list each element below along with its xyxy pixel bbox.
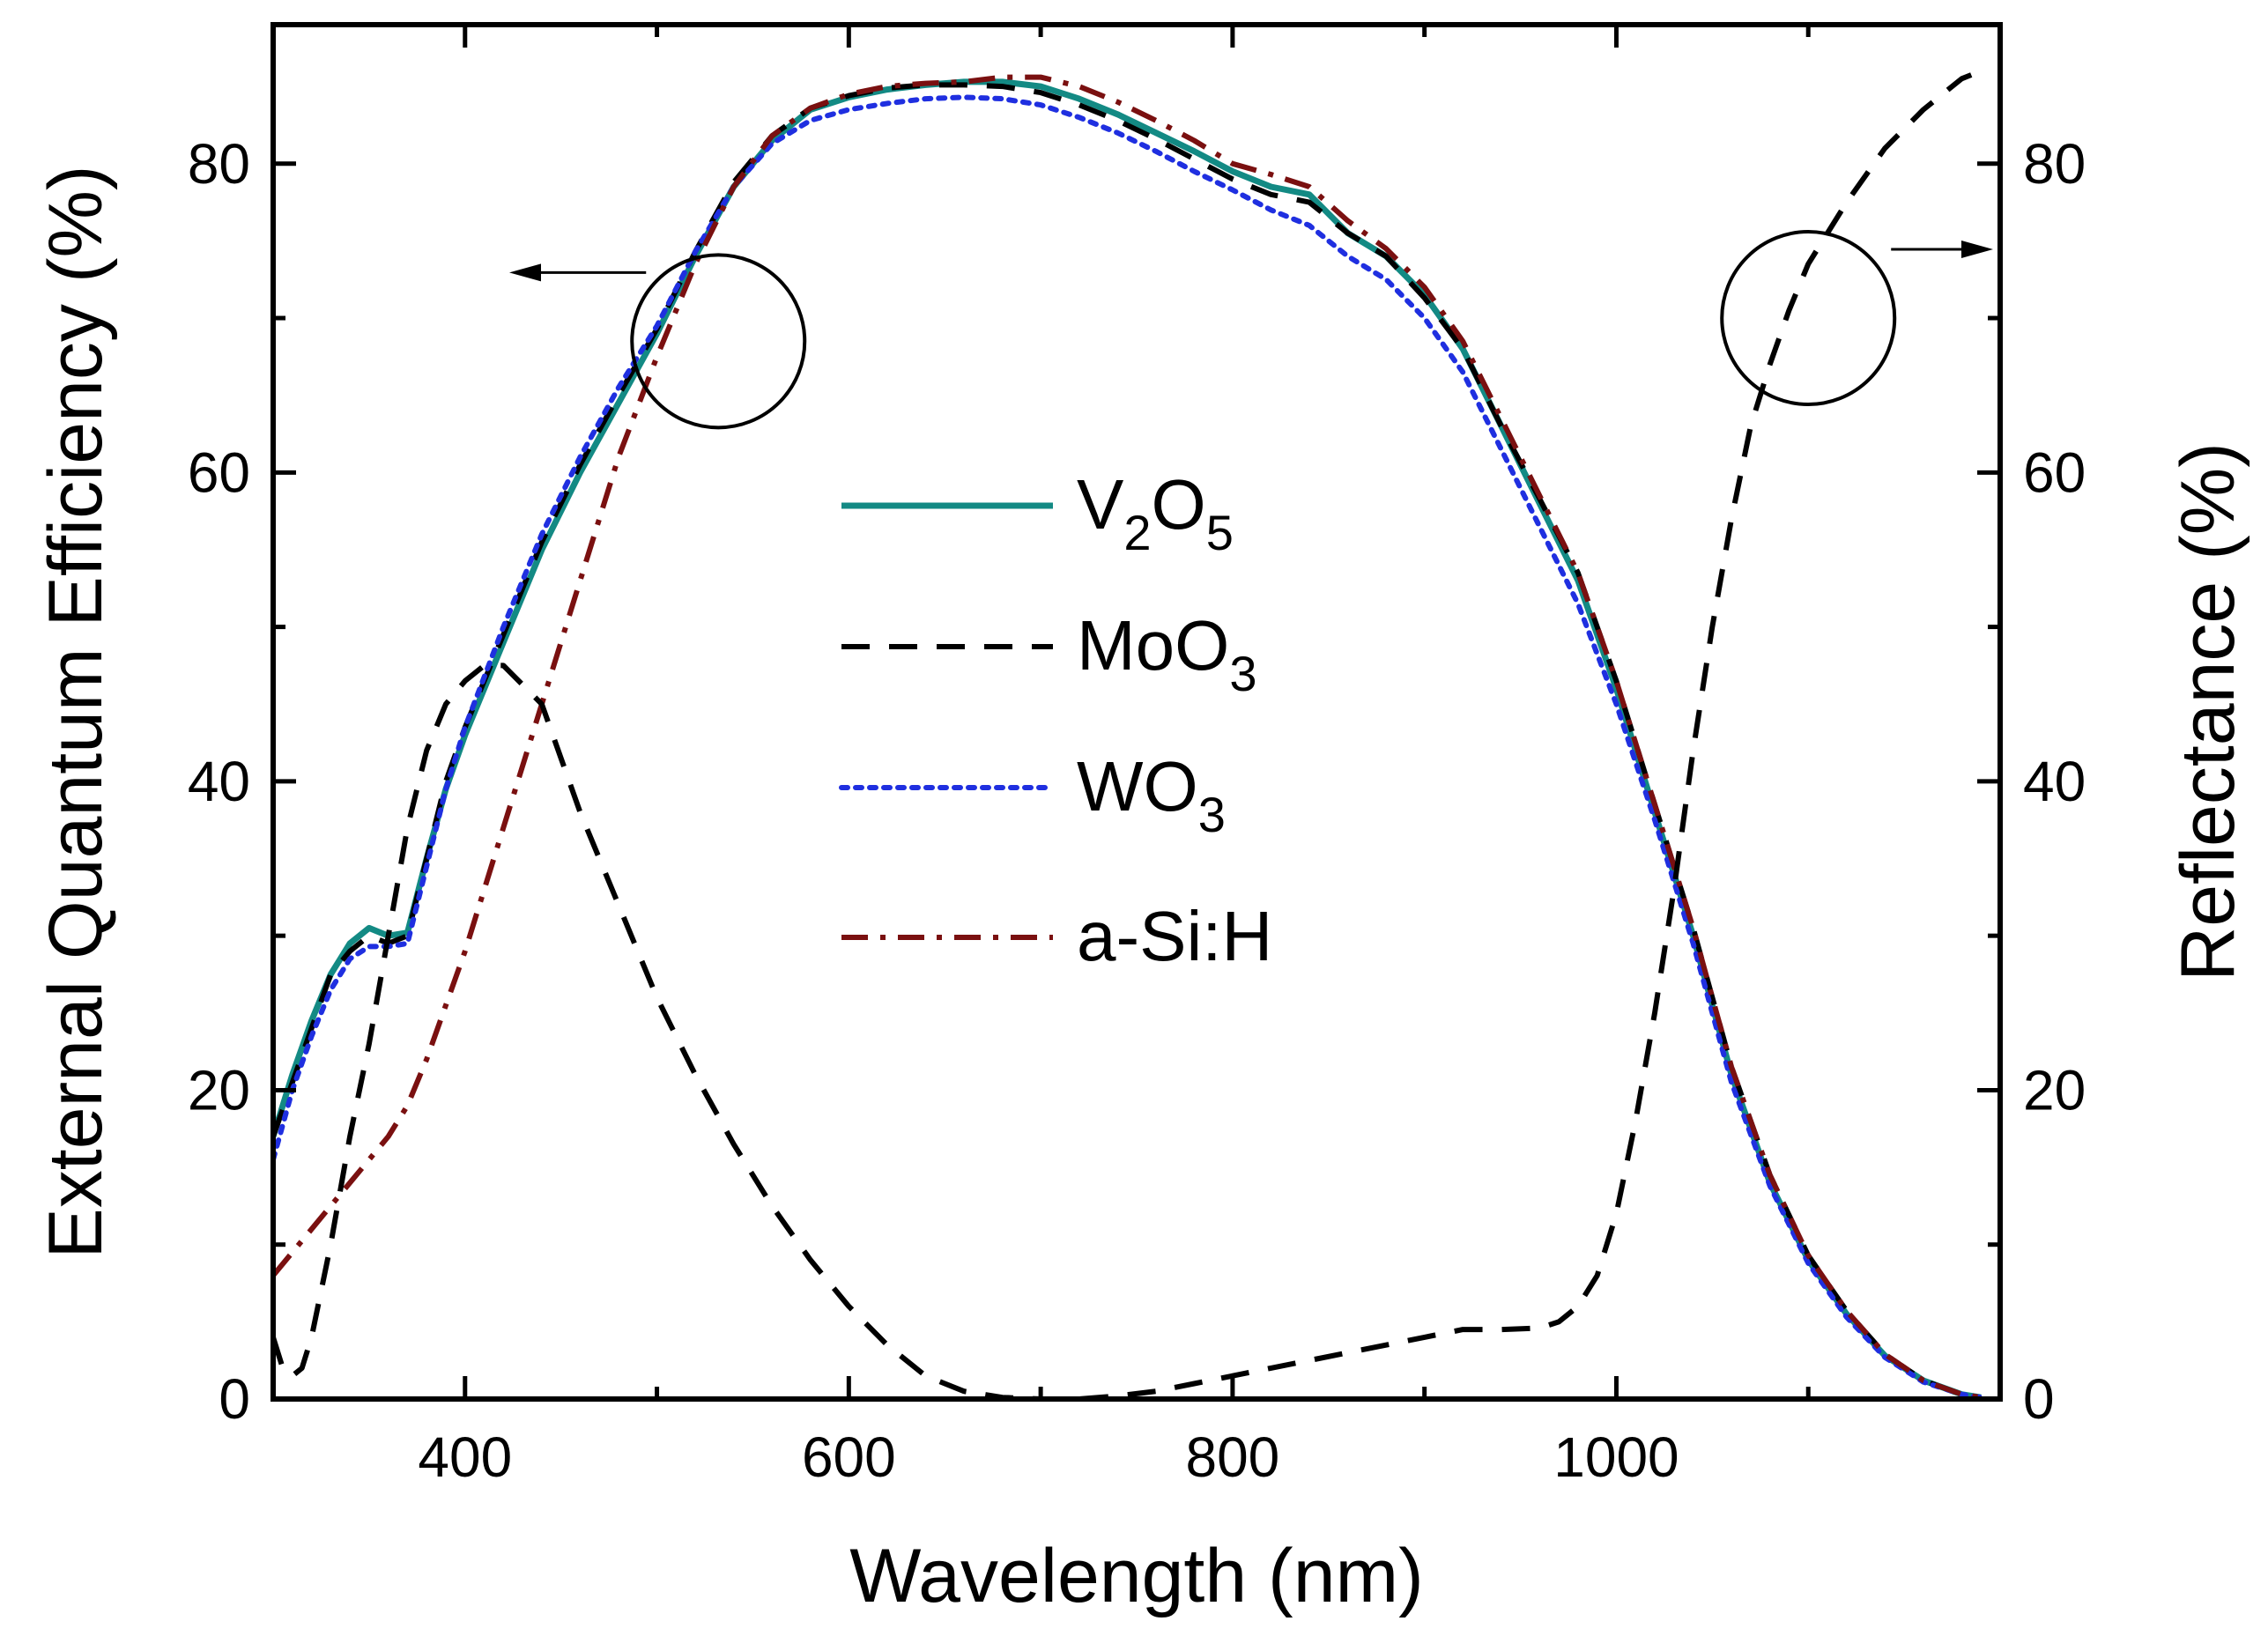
y-axis-title: External Quantum Efficiency (%) <box>33 165 118 1258</box>
x-tick-label: 800 <box>1185 1425 1279 1489</box>
plot-frame <box>271 22 2003 1402</box>
legend-label-moo3: MoO3 <box>1077 606 1257 701</box>
y2-axis-title: Reflectance (%) <box>2166 442 2250 981</box>
series-a-si-h <box>273 74 1982 1399</box>
legend-label-v2o5: V2O5 <box>1077 465 1234 560</box>
series-layer <box>273 68 1984 1399</box>
right-arrow-head <box>1961 241 1993 259</box>
y-tick-label: 80 <box>188 132 250 196</box>
left-axis-circle <box>630 253 807 430</box>
series-moo3 <box>273 82 1982 1399</box>
annotation-layer <box>509 230 1993 430</box>
series-reflectance <box>273 68 1983 1399</box>
series-wo3 <box>273 94 1984 1399</box>
y2-tick-label: 40 <box>2023 750 2086 813</box>
x-tick-label: 1000 <box>1553 1425 1679 1489</box>
x-axis-title: Wavelength (nm) <box>849 1534 1424 1618</box>
right-axis-circle <box>1720 230 1897 407</box>
x-tick-label: 400 <box>418 1425 512 1489</box>
y-tick-label: 60 <box>188 440 250 504</box>
left-arrow-head <box>509 263 541 282</box>
legend-label-asih: a-Si:H <box>1077 897 1272 975</box>
y-tick-label: 20 <box>188 1058 250 1122</box>
y-tick-label: 40 <box>188 750 250 813</box>
legend: V2O5 MoO3 WO3 a-Si:H <box>839 465 1272 975</box>
y2-tick-label: 20 <box>2023 1058 2086 1122</box>
y-tick-label: 0 <box>219 1367 250 1431</box>
y2-tick-label: 60 <box>2023 440 2086 504</box>
y2-tick-label: 0 <box>2023 1367 2055 1431</box>
y2-tick-label: 80 <box>2023 132 2086 196</box>
x-tick-label: 600 <box>802 1425 896 1489</box>
legend-label-wo3: WO3 <box>1077 747 1226 842</box>
